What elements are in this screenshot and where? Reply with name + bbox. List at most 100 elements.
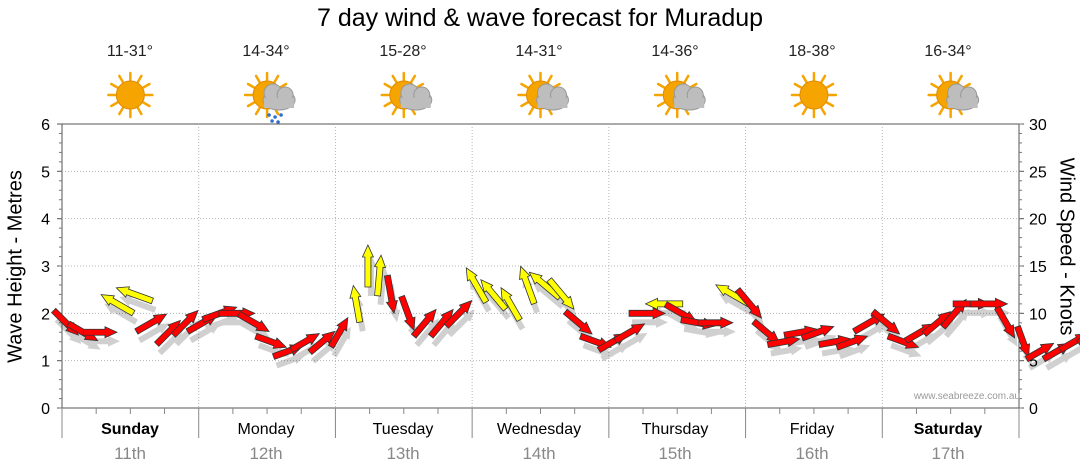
y-tick-left: 0	[41, 401, 50, 418]
day-date: 12th	[249, 444, 283, 463]
day-temp: 11-31°	[106, 43, 154, 60]
cloud-part	[400, 98, 431, 108]
sun-ray	[656, 82, 666, 89]
sun-icon	[107, 71, 154, 119]
cloud-icon	[399, 83, 433, 111]
wind-arrow	[327, 316, 349, 349]
sun-ray	[528, 74, 535, 84]
sun-ray	[801, 74, 808, 84]
day-name: Sunday	[101, 421, 159, 438]
arrow-shadow	[1045, 352, 1074, 371]
sun-ray	[656, 101, 666, 108]
sun-icon	[790, 71, 838, 119]
wind-arrow	[800, 325, 835, 342]
wind-arrow	[628, 307, 666, 320]
sun-ray	[956, 74, 963, 84]
wind-arrow	[443, 299, 473, 329]
wind-arrow	[562, 308, 593, 335]
arrow-shadow	[770, 344, 803, 357]
wind-arrow	[373, 254, 387, 297]
cloud-part	[674, 98, 705, 108]
sun-ray	[688, 82, 698, 89]
rain-drop	[279, 113, 283, 117]
y-tick-left: 6	[41, 117, 50, 134]
wind-arrow	[465, 266, 490, 305]
sun-ray	[938, 106, 945, 116]
wind-arrow	[870, 308, 901, 335]
sun-ray	[254, 74, 261, 84]
day-temp: 18-38°	[788, 43, 836, 60]
y-tick-right: 30	[1029, 117, 1047, 134]
sun-ray	[552, 82, 561, 89]
arrow-shadow	[275, 353, 306, 369]
sun-ray	[254, 106, 261, 116]
day-name: Saturday	[913, 421, 983, 438]
sun-cloud-icon	[653, 71, 706, 119]
y-tick-right: 20	[1029, 212, 1047, 229]
wind-arrow	[398, 294, 416, 332]
sun-ray	[546, 74, 553, 84]
sun-ray	[825, 82, 835, 89]
cloud-part	[537, 98, 568, 108]
day-temp: 14-36°	[651, 43, 699, 60]
sun-ray	[391, 106, 398, 116]
rain-drop	[267, 113, 271, 117]
arrow-shadow	[616, 332, 648, 353]
wind-arrow	[1024, 342, 1055, 363]
rain-drop	[273, 115, 277, 119]
day-temp: 16-34°	[924, 43, 972, 60]
sun-ray	[142, 101, 151, 108]
sun-disc	[799, 80, 829, 110]
sun-ray	[246, 101, 256, 108]
day-date: 17th	[931, 444, 965, 463]
sun-ray	[793, 101, 803, 108]
wind-arrow	[546, 277, 575, 310]
arrow-shadow	[582, 342, 614, 358]
arrow-shadow	[700, 326, 736, 338]
cloud-part	[264, 98, 295, 108]
sun-ray	[273, 74, 280, 84]
sun-cloud-icon	[380, 71, 433, 119]
sun-ray	[118, 74, 125, 84]
arrow-shadow	[414, 318, 440, 348]
arrow-shadow	[119, 295, 157, 313]
arrow-shadow	[838, 344, 871, 360]
arrow-shadow	[331, 326, 351, 358]
rain-drop	[270, 119, 274, 123]
arrow-shadow	[104, 303, 138, 325]
watermark: www.seabreeze.com.au	[913, 391, 1020, 402]
day-temp: 14-31°	[515, 43, 563, 60]
sun-ray	[520, 82, 529, 89]
sun-ray	[142, 82, 151, 89]
wind-arrow	[383, 274, 398, 315]
day-date: 14th	[522, 444, 556, 463]
sun-ray	[110, 101, 119, 108]
y-tick-right: 25	[1029, 164, 1047, 181]
y-tick-right: 5	[1029, 354, 1038, 371]
wind-arrow	[254, 332, 288, 349]
wind-arrow	[307, 330, 336, 356]
wind-arrow	[115, 286, 154, 305]
wind-arrow	[835, 334, 869, 351]
wind-arrow	[100, 294, 136, 317]
arrow-shadow	[189, 323, 221, 344]
cloud-icon	[536, 83, 569, 111]
wind-arrow	[410, 308, 437, 339]
day-date: 15th	[658, 444, 692, 463]
sun-ray	[938, 74, 945, 84]
arrow-shadow	[943, 308, 970, 339]
day-name: Thursday	[641, 421, 709, 438]
sun-ray	[391, 74, 398, 84]
wind-arrow	[289, 333, 321, 353]
y-tick-right: 15	[1029, 259, 1047, 276]
sun-ray	[415, 82, 425, 89]
sun-ray	[136, 74, 143, 84]
wind-arrow	[349, 284, 364, 324]
y-tick-left: 5	[41, 164, 50, 181]
sun-ray	[801, 106, 808, 116]
sun-ray	[246, 82, 256, 89]
sun-ray	[962, 82, 971, 89]
arrow-shadow	[204, 315, 240, 332]
wind-arrow	[613, 323, 646, 344]
